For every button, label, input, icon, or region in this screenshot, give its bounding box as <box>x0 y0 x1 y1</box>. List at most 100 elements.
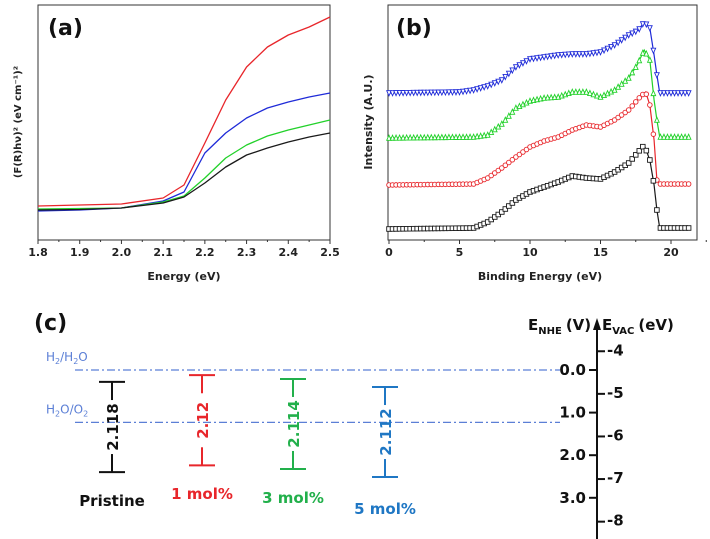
panel-b-marker-circle <box>633 99 639 105</box>
panel-b-marker-triangle-up <box>625 74 632 81</box>
panel-b-marker-triangle-down <box>590 50 597 57</box>
panel-b-marker-triangle-down <box>428 89 435 97</box>
panel-b-marker-square <box>502 206 509 212</box>
panel-b-marker-triangle-up <box>421 133 428 141</box>
band-gap-bar: 2.112 5 mol% <box>354 386 416 518</box>
panel-b-marker-triangle-up <box>548 93 555 101</box>
panel-b-marker-circle <box>629 103 635 109</box>
panel-b-marker-triangle-up <box>653 116 660 123</box>
nhe-axis-title: ENHE (V) <box>528 316 591 337</box>
panel-b-marker-triangle-down <box>629 30 636 38</box>
panel-b-marker-triangle-down <box>445 89 452 97</box>
panel-b-marker-triangle-up <box>424 133 431 141</box>
panel-a-series-line-0 <box>37 16 331 207</box>
panel-b-marker-triangle-up <box>636 56 643 64</box>
panel-b-marker-triangle-down <box>491 80 498 87</box>
panel-b-marker-triangle-down <box>431 89 438 97</box>
band-gap-bar: 2.114 3 mol% <box>262 377 324 507</box>
panel-b-marker-triangle-down <box>488 81 495 89</box>
panel-b-marker-triangle-down <box>685 90 692 97</box>
vac-tick-label: -5 <box>607 384 624 402</box>
panel-b-marker-triangle-up <box>431 133 438 141</box>
redox-label-part: O/O <box>60 402 83 416</box>
panel-b-marker-triangle-down <box>502 73 509 81</box>
panel-b-marker-triangle-down <box>498 77 505 84</box>
vac-tick-label: -6 <box>607 426 624 444</box>
panel-a-xtick-label: 2.3 <box>237 246 257 259</box>
panel-b-marker-triangle-down <box>675 90 682 97</box>
panel-a-label: (a) <box>48 16 83 41</box>
panel-b-marker-triangle-up <box>586 89 593 97</box>
panel-b-marker-circle <box>647 102 653 108</box>
panel-b-marker-triangle-up <box>393 134 400 141</box>
panel-b-xtick-label: 20 <box>663 246 679 259</box>
panel-a-xtick-label: 2.0 <box>112 246 132 259</box>
panel-b-marker-triangle-up <box>460 133 467 140</box>
panel-b-marker-triangle-down <box>551 52 558 60</box>
energy-axis-arrow-icon <box>593 318 601 330</box>
panel-b-marker-circle <box>636 95 643 101</box>
panel-b-marker-triangle-up <box>452 133 459 140</box>
panel-b-marker-triangle-down <box>544 53 551 61</box>
panel-b-marker-triangle-down <box>505 70 512 78</box>
panel-b-marker-triangle-down <box>477 85 484 92</box>
panel-b-marker-triangle-up <box>407 133 414 141</box>
panel-b-marker-triangle-down <box>597 49 604 56</box>
panel-b-marker-circle <box>685 181 692 187</box>
nhe-symbol: E <box>528 316 538 334</box>
panel-b-marker-triangle-down <box>523 58 530 65</box>
panel-b-marker-triangle-up <box>502 116 509 123</box>
panel-b-xtick-label: 5 <box>456 246 464 259</box>
panel-b-marker-square <box>650 178 657 184</box>
band-gap-value: 2.118 <box>104 403 122 450</box>
panel-b-marker-triangle-down <box>593 49 600 57</box>
nhe-tick-label: 1.0 <box>559 404 586 422</box>
panel-b-marker-triangle-up <box>498 120 505 127</box>
panel-b-marker-triangle-down <box>495 78 502 86</box>
panel-b-marker-triangle-down <box>668 90 674 97</box>
panel-b-marker-triangle-down <box>534 55 541 62</box>
panel-b-marker-triangle-down <box>618 37 625 44</box>
band-gap-value: 2.12 <box>194 402 212 439</box>
panel-b-marker-triangle-down <box>470 87 477 94</box>
panel-b-marker-triangle-down <box>414 89 421 97</box>
panel-b-marker-triangle-up <box>650 89 657 97</box>
redox-level-label: H2O/O2 <box>46 402 88 418</box>
panel-b-marker-circle <box>499 165 505 171</box>
panel-b-marker-triangle-up <box>417 133 424 141</box>
panel-a-xtick-label: 2.5 <box>320 246 340 259</box>
panel-b-marker-triangle-down <box>583 51 590 58</box>
redox-label-subscript: 2 <box>55 357 60 366</box>
panel-c-label: (c) <box>34 311 67 336</box>
panel-b-marker-square <box>636 148 643 154</box>
nhe-tick-label: 0.0 <box>559 361 586 379</box>
panel-b-marker-triangle-down <box>678 90 685 97</box>
panel-b-marker-triangle-up <box>414 133 421 141</box>
panel-b-xlabel: Binding Energy (eV) <box>478 270 602 283</box>
panel-b-marker-triangle-down <box>562 51 569 59</box>
panel-b-marker-triangle-up <box>509 108 516 115</box>
panel-b-marker-triangle-down <box>541 54 548 61</box>
panel-b-marker-circle <box>625 107 632 113</box>
panel-b: (b) Binding Energy (eV) Intensity (A.U.)… <box>362 4 707 283</box>
panel-b-marker-triangle-up <box>629 68 636 76</box>
panel-b-marker-triangle-down <box>527 56 533 63</box>
panel-b-marker-circle <box>650 131 657 137</box>
panel-b-marker-square <box>647 157 653 163</box>
panel-a: (a) Energy (eV) (F(R)hν)² (eV cm⁻¹)² 1.8… <box>13 4 340 283</box>
panel-b-marker-square <box>625 160 632 166</box>
panel-b-marker-triangle-down <box>530 55 537 63</box>
panel-b-marker-triangle-down <box>481 84 488 91</box>
panel-b-marker-triangle-up <box>438 133 445 141</box>
redox-level-label: H2/H2O <box>46 350 88 366</box>
panel-b-marker-triangle-down <box>456 89 463 96</box>
panel-b-marker-triangle-up <box>671 133 678 140</box>
panel-b-marker-triangle-up <box>685 133 692 140</box>
panel-a-series-line-1 <box>37 92 331 212</box>
panel-b-marker-triangle-up <box>505 112 512 119</box>
panel-b-marker-triangle-down <box>558 52 565 59</box>
panel-b-marker-triangle-down <box>601 47 608 55</box>
panel-b-marker-triangle-down <box>671 90 678 97</box>
